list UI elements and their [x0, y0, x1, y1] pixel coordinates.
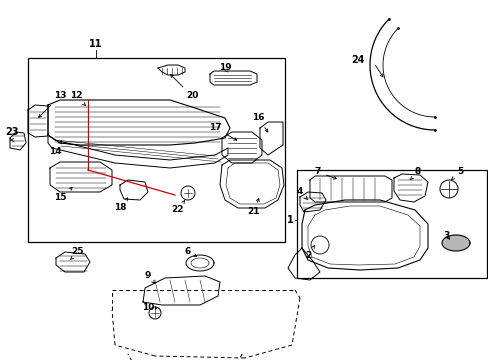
Text: 15: 15 — [54, 188, 72, 202]
Text: 6: 6 — [184, 248, 196, 256]
Text: 4: 4 — [296, 188, 307, 200]
Text: 19: 19 — [218, 63, 231, 72]
Text: 7: 7 — [314, 167, 336, 179]
Text: 16: 16 — [251, 113, 267, 132]
Text: 11: 11 — [89, 39, 102, 49]
Text: 22: 22 — [171, 201, 184, 215]
Text: 18: 18 — [114, 198, 127, 212]
Text: 9: 9 — [144, 270, 154, 283]
Text: 10: 10 — [142, 303, 154, 312]
Text: 14: 14 — [49, 141, 61, 157]
Text: 23: 23 — [5, 127, 19, 137]
Text: 25: 25 — [70, 248, 84, 260]
Text: 3: 3 — [443, 231, 449, 240]
Text: 24: 24 — [350, 55, 364, 65]
Bar — [296, 170, 486, 278]
Text: 17: 17 — [208, 123, 236, 140]
Text: 1: 1 — [286, 215, 293, 225]
Text: 12: 12 — [70, 91, 85, 105]
Text: 20: 20 — [170, 75, 198, 100]
Text: 5: 5 — [451, 167, 462, 180]
Text: 2: 2 — [304, 246, 314, 260]
Polygon shape — [441, 235, 469, 251]
Text: 13: 13 — [39, 91, 66, 117]
Text: 21: 21 — [247, 198, 260, 216]
Text: 8: 8 — [409, 167, 420, 180]
Bar — [28, 58, 285, 242]
